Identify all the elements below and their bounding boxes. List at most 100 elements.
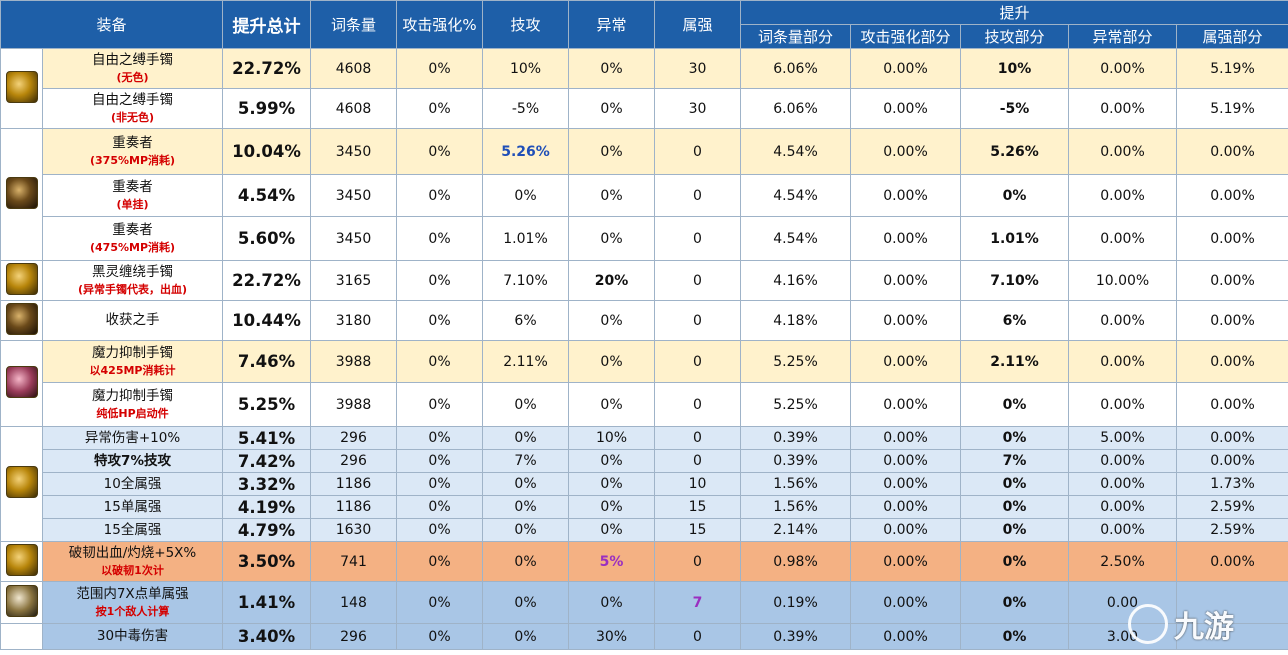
- equip-name-text: 异常伤害+10%: [84, 429, 181, 446]
- table-row: 黑灵缠绕手镯 (异常手镯代表，出血) 22.72% 3165 0% 7.10% 2…: [0, 260, 1288, 301]
- header-words: 词条量: [310, 0, 398, 49]
- words-cell: 3180: [310, 300, 398, 341]
- part-skill-cell: 0%: [960, 518, 1070, 542]
- part-abn-cell: 10.00%: [1068, 260, 1178, 301]
- header-sub-abn: 异常部分: [1068, 24, 1178, 49]
- freedom-bracelet-icon: [5, 70, 38, 103]
- header-abn: 异常: [568, 0, 656, 49]
- skill-cell: 0%: [482, 426, 570, 450]
- abn-cell: 0%: [568, 88, 656, 129]
- part-skill-cell: 6%: [960, 300, 1070, 341]
- atk-cell: 0%: [396, 260, 484, 301]
- part-words-cell: 6.06%: [740, 88, 852, 129]
- atk-cell: 0%: [396, 541, 484, 582]
- equip-note: (非无色): [110, 110, 155, 124]
- equip-name-text: 范围内7X点单属强: [76, 585, 189, 602]
- table-row: 10全属强 3.32% 1186 0% 0% 0% 10 1.56% 0.00%…: [1, 472, 1288, 496]
- part-abn-cell: 2.50%: [1068, 541, 1178, 582]
- part-elem-cell: 0.00%: [1176, 541, 1288, 582]
- part-words-cell: 4.16%: [740, 260, 852, 301]
- bracelet-icon-cell: [0, 581, 43, 624]
- elem-cell: 15: [654, 518, 742, 542]
- words-cell: 1186: [310, 472, 398, 496]
- table-row: 30中毒伤害 3.40% 296 0% 0% 30% 0 0.39% 0.00%…: [0, 623, 1288, 650]
- equip-name: 重奏者 (475%MP消耗): [41, 216, 224, 261]
- header-boost: 提升: [740, 0, 1288, 25]
- table-row: 自由之缚手镯 (无色) 22.72% 4608 0% 10% 0% 30 6.06…: [0, 48, 1288, 129]
- words-cell: 3165: [310, 260, 398, 301]
- total-cell: 4.54%: [222, 174, 312, 217]
- part-atk-cell: 0.00%: [850, 216, 962, 261]
- part-atk-cell: 0.00%: [850, 541, 962, 582]
- skill-cell: 0%: [482, 382, 570, 427]
- part-elem-cell: 2.59%: [1176, 495, 1288, 519]
- part-words-cell: 0.39%: [740, 623, 852, 650]
- equip-name-text: 10全属强: [103, 475, 162, 492]
- part-words-cell: 0.19%: [740, 581, 852, 624]
- part-atk-cell: 0.00%: [850, 128, 962, 175]
- skill-cell: -5%: [482, 88, 570, 129]
- total-cell: 5.41%: [222, 426, 312, 450]
- part-abn-cell: 0.00%: [1068, 340, 1178, 383]
- part-words-cell: 1.56%: [740, 495, 852, 519]
- atk-cell: 0%: [396, 518, 484, 542]
- part-abn-cell: 0.00%: [1068, 472, 1178, 496]
- part-elem-cell: 2.59%: [1176, 518, 1288, 542]
- skill-cell: 7.10%: [482, 260, 570, 301]
- bracelet-icon-cell: [0, 623, 43, 650]
- part-atk-cell: 0.00%: [850, 300, 962, 341]
- equip-note: (无色): [116, 70, 149, 84]
- part-words-cell: 5.25%: [740, 382, 852, 427]
- words-cell: 296: [310, 449, 398, 473]
- part-elem-cell: 1.73%: [1176, 472, 1288, 496]
- total-cell: 10.04%: [222, 128, 312, 175]
- table-row: 收获之手 10.44% 3180 0% 6% 0% 0 4.18% 0.00% …: [0, 300, 1288, 341]
- total-cell: 10.44%: [222, 300, 312, 341]
- part-atk-cell: 0.00%: [850, 426, 962, 450]
- part-skill-cell: 7.10%: [960, 260, 1070, 301]
- part-elem-cell: 0.00%: [1176, 426, 1288, 450]
- atk-cell: 0%: [396, 216, 484, 261]
- bracelet-icon-cell: [0, 426, 43, 542]
- harvest-hand-icon: [5, 302, 38, 335]
- table-row: 异常伤害+10% 5.41% 296 0% 0% 10% 0 0.39% 0.0…: [0, 426, 1288, 542]
- total-cell: 5.99%: [222, 88, 312, 129]
- total-cell: 7.46%: [222, 340, 312, 383]
- part-elem-cell: 0.00%: [1176, 260, 1288, 301]
- words-cell: 3988: [310, 340, 398, 383]
- equip-note: (375%MP消耗): [89, 153, 176, 167]
- part-words-cell: 5.25%: [740, 340, 852, 383]
- part-elem-cell: 5.19%: [1176, 48, 1288, 89]
- watermark: 九游: [1128, 599, 1278, 649]
- words-cell: 1186: [310, 495, 398, 519]
- part-skill-cell: 0%: [960, 495, 1070, 519]
- words-cell: 4608: [310, 48, 398, 89]
- header-atk: 攻击强化%: [396, 0, 484, 49]
- equip-name: 自由之缚手镯 (非无色): [41, 88, 224, 129]
- break-bracelet-icon: [5, 543, 38, 576]
- elem-cell: 0: [654, 340, 742, 383]
- part-words-cell: 4.54%: [740, 174, 852, 217]
- total-cell: 4.79%: [222, 518, 312, 542]
- part-atk-cell: 0.00%: [850, 623, 962, 650]
- equip-name-text: 魔力抑制手镯: [92, 344, 173, 361]
- atk-cell: 0%: [396, 472, 484, 496]
- part-elem-cell: [1176, 623, 1288, 650]
- skill-cell: 10%: [482, 48, 570, 89]
- skill-cell: 0%: [482, 541, 570, 582]
- header-sub-atk: 攻击强化部分: [850, 24, 962, 49]
- elem-cell: 0: [654, 382, 742, 427]
- words-cell: 3450: [310, 216, 398, 261]
- equip-name-text: 15全属强: [103, 521, 162, 538]
- equip-name: 收获之手: [41, 300, 224, 341]
- skill-cell: 7%: [482, 449, 570, 473]
- part-skill-cell: 0%: [960, 382, 1070, 427]
- equip-note: (475%MP消耗): [89, 240, 176, 254]
- part-abn-cell: 0.00%: [1068, 48, 1178, 89]
- words-cell: 296: [310, 623, 398, 650]
- abn-cell: 5%: [568, 541, 656, 582]
- bracelet-icon-cell: [0, 340, 43, 427]
- equip-note: 纯低HP启动件: [96, 406, 169, 420]
- part-words-cell: 1.56%: [740, 472, 852, 496]
- header-sub-elem: 属强部分: [1176, 24, 1288, 49]
